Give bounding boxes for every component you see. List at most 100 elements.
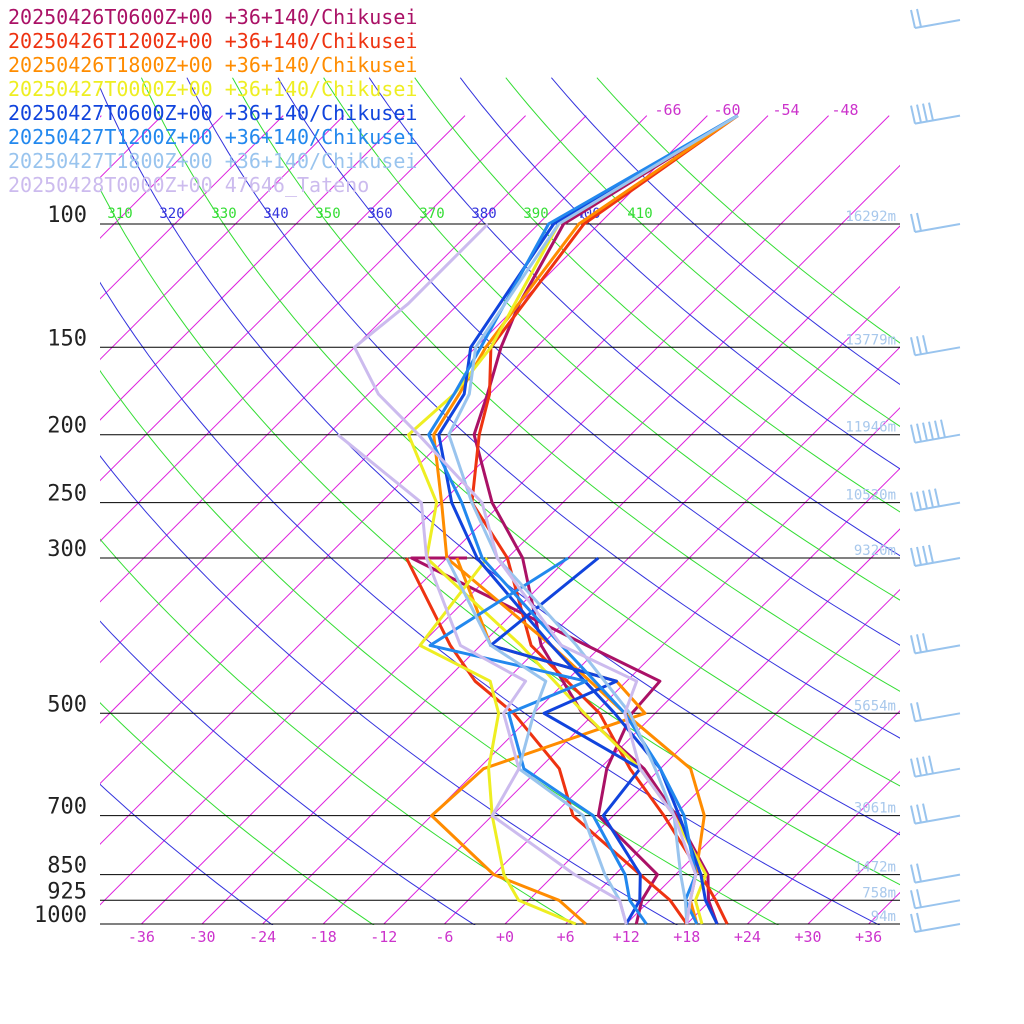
isotherm-line — [322, 346, 900, 925]
isotherm-line — [686, 710, 900, 925]
temperature-tick-label: -12 — [370, 928, 397, 946]
temperature-profile — [407, 114, 739, 925]
isotherm-line — [929, 116, 1024, 924]
legend-entry: 20250427T0000Z+00 +36+140/Chikusei — [8, 77, 417, 101]
theta-label: 340 — [263, 206, 288, 222]
isotherm-line — [100, 115, 526, 542]
isotherm-line — [625, 649, 900, 925]
theta-label: 370 — [419, 206, 444, 222]
pressure-label: 200 — [47, 414, 87, 439]
upper-temperature-labels: -66 -60 -54 -48 — [654, 101, 858, 119]
isotherm-line — [201, 225, 900, 925]
dry-adiabat-line — [100, 702, 375, 925]
wind-barbs — [910, 8, 961, 933]
legend: 20250426T0600Z+00 +36+140/Chikusei 202504… — [8, 5, 417, 197]
temperature-tick-label: +24 — [734, 928, 761, 946]
isotherm-line — [100, 115, 223, 239]
isotherm-line — [383, 407, 900, 925]
height-label: 5654m — [854, 698, 896, 714]
pressure-label: 500 — [47, 692, 87, 717]
height-labels: 16292m 13779m 11946m 10520m 9320m 5654m 3061m 1… — [845, 209, 896, 925]
legend-entry: 20250426T1800Z+00 +36+140/Chikusei — [8, 53, 417, 77]
isotherm-line — [100, 115, 769, 785]
dry-adiabat-line — [100, 783, 274, 925]
dry-adiabat-line — [596, 77, 900, 344]
temperature-tick-label: +0 — [496, 928, 514, 946]
wind-barb — [910, 702, 961, 723]
temperature-tick-label: -36 — [128, 928, 155, 946]
dry-adiabat-line — [551, 77, 900, 386]
height-label: 9320m — [854, 543, 896, 559]
wind-barb — [910, 633, 961, 655]
dry-adiabat-line — [100, 455, 678, 925]
upper-temperature-label: -54 — [772, 101, 799, 119]
dry-adiabat-line — [186, 77, 900, 739]
isotherm-line — [444, 467, 900, 925]
temperature-tick-labels: -36 -30 -24 -18 -12 -6 +0 +6 +12 +18 +24 +30 +36 — [128, 928, 882, 946]
wind-barb — [910, 912, 961, 933]
temperature-tick-label: -18 — [310, 928, 337, 946]
isotherm-line — [504, 528, 900, 925]
height-label: 3061m — [854, 801, 896, 817]
dry-adiabat-line — [277, 77, 900, 646]
theta-label: 310 — [107, 206, 132, 222]
pressure-label: 850 — [47, 854, 87, 879]
height-label: 758m — [862, 885, 896, 901]
temperature-tick-label: +36 — [855, 928, 882, 946]
dry-adiabat-line — [232, 77, 900, 692]
temperature-tick-label: +6 — [557, 928, 575, 946]
potential-temperature-labels: 310 320 330 340 350 360 370 380 390 400 410 — [107, 206, 652, 222]
temperature-profile — [437, 114, 739, 925]
isobar-lines — [100, 223, 900, 925]
isotherm-line — [990, 116, 1024, 924]
temperature-tick-label: +12 — [613, 928, 640, 946]
theta-label: 350 — [315, 206, 340, 222]
isotherm-line — [100, 115, 284, 300]
legend-entry: 20250426T0600Z+00 +36+140/Chikusei — [8, 5, 417, 29]
wind-barb — [910, 8, 961, 29]
upper-temperature-label: -48 — [831, 101, 858, 119]
legend-entry: 20250427T0600Z+00 +36+140/Chikusei — [8, 101, 417, 125]
isotherm-line — [100, 115, 587, 603]
dry-adiabat-line — [100, 188, 900, 886]
isotherm-line — [141, 164, 900, 925]
pressure-label: 250 — [47, 482, 87, 507]
height-label: 16292m — [845, 209, 896, 225]
height-label: 11946m — [845, 420, 896, 436]
wind-barb — [910, 335, 961, 357]
wind-barb — [910, 212, 961, 233]
theta-label: 330 — [211, 206, 236, 222]
isotherm-line — [100, 115, 890, 906]
isotherm-line — [565, 588, 900, 925]
theta-label: 410 — [627, 206, 652, 222]
isotherm-line — [100, 115, 648, 664]
isotherm-line — [100, 115, 708, 724]
dry-adiabat-line — [505, 77, 900, 427]
height-label: 1472m — [854, 860, 896, 876]
height-label: 94m — [871, 909, 896, 925]
temperature-profile — [427, 114, 739, 925]
upper-temperature-label: -66 — [654, 101, 681, 119]
temperature-profile — [447, 114, 739, 925]
temperature-tick-label: -30 — [188, 928, 215, 946]
temperature-tick-label: +18 — [673, 928, 700, 946]
dewpoint-profile — [418, 557, 577, 925]
wind-barb — [910, 544, 961, 567]
pressure-label: 1000 — [34, 903, 87, 928]
pressure-label: 100 — [47, 203, 87, 228]
upper-temperature-label: -60 — [713, 101, 740, 119]
dewpoint-profile — [405, 557, 689, 925]
wind-barb — [910, 803, 961, 825]
wind-barb — [910, 889, 961, 910]
legend-entry: 20250427T1200Z+00 +36+140/Chikusei — [8, 125, 417, 149]
height-label: 10520m — [845, 488, 896, 504]
legend-entry: 20250428T0000Z+00 47646_Tateno — [8, 173, 369, 197]
temperature-tick-label: -6 — [435, 928, 453, 946]
theta-label: 380 — [471, 206, 496, 222]
isotherm-line — [100, 115, 466, 482]
wind-barb — [910, 419, 961, 444]
isotherm-line — [262, 285, 900, 925]
pressure-label: 150 — [47, 326, 87, 351]
